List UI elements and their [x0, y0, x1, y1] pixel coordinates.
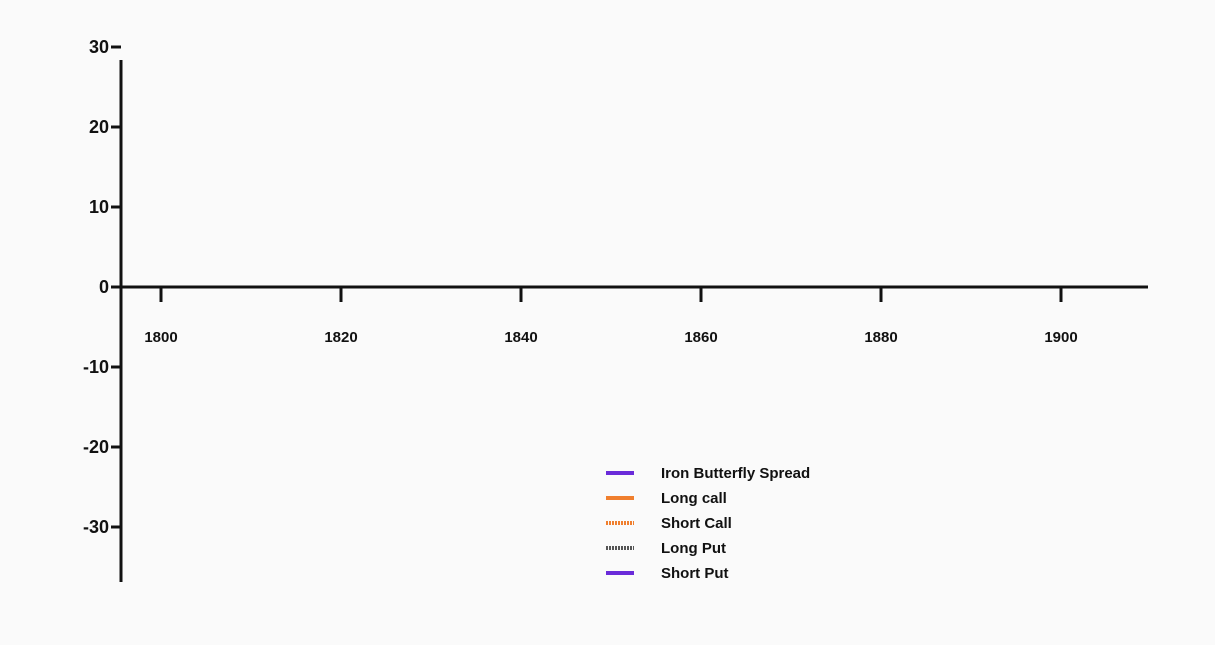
- y-axis-ticks: 30 20 10 0 -10 -20 -30: [83, 37, 121, 537]
- legend: Iron Butterfly Spread Long call Short Call…: [606, 465, 810, 582]
- y-tick-label: -10: [83, 357, 109, 377]
- axes: [113, 60, 1148, 582]
- y-tick-label: -20: [83, 437, 109, 457]
- y-tick-label: 20: [89, 117, 109, 137]
- legend-label: Short Call: [661, 515, 732, 532]
- y-tick-label: -30: [83, 517, 109, 537]
- y-tick-label: 0: [99, 277, 109, 297]
- x-tick-label: 1880: [864, 329, 897, 346]
- y-tick-label: 10: [89, 197, 109, 217]
- x-tick-label: 1840: [504, 329, 537, 346]
- x-tick-label: 1820: [324, 329, 357, 346]
- x-tick-label: 1860: [684, 329, 717, 346]
- x-axis-ticks: 1800 1820 1840 1860 1880 1900: [144, 287, 1077, 346]
- y-tick-label: 30: [89, 37, 109, 57]
- legend-label: Iron Butterfly Spread: [661, 465, 810, 482]
- legend-label: Short Put: [661, 565, 729, 582]
- legend-label: Long call: [661, 490, 727, 507]
- legend-label: Long Put: [661, 540, 726, 557]
- x-tick-label: 1900: [1044, 329, 1077, 346]
- x-tick-label: 1800: [144, 329, 177, 346]
